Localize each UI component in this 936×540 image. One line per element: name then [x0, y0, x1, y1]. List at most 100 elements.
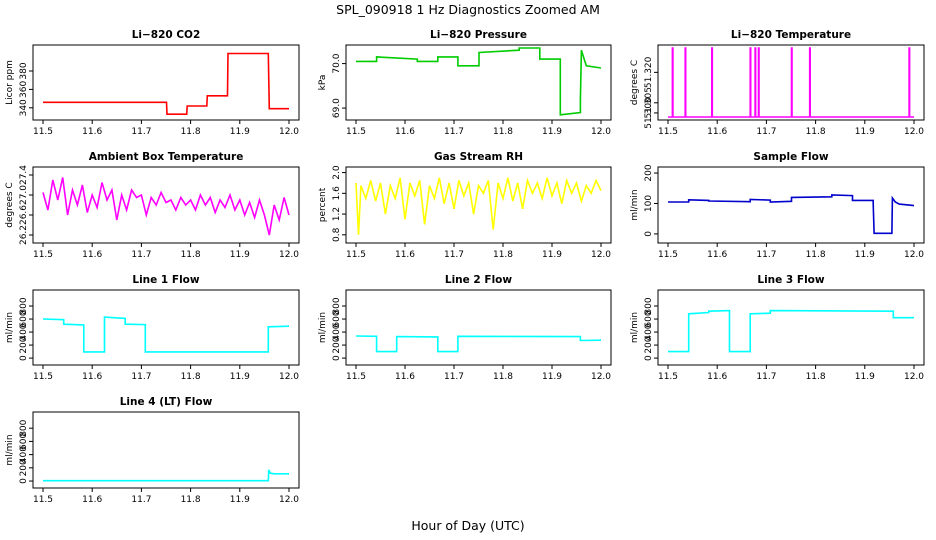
y-axis-label: ml/min: [5, 312, 15, 343]
y-tick-label: 51.305: [644, 87, 654, 119]
x-tick-label: 11.5: [658, 127, 678, 137]
x-tick-label: 11.5: [346, 127, 366, 137]
panel-1: Li−820 CO2 11.5 11.6 11.7 11.8 11.9 12.0 340360…: [5, 29, 300, 137]
x-tick-label: 11.7: [131, 127, 151, 137]
y-tick-label: 51.300: [644, 97, 654, 129]
panel-2: Li−820 Pressure 11.5 11.6 11.7 11.8 11.9 12.0 6…: [318, 29, 612, 137]
y-axis-label: ml/min: [5, 434, 15, 465]
y-tick-label: 200: [644, 164, 654, 181]
y-tick-label: 26.2: [19, 225, 29, 245]
x-tick-label: 11.9: [542, 250, 562, 260]
y-axis-label: ml/min: [318, 312, 328, 343]
panel-5: Gas Stream RH 11.5 11.6 11.7 11.8 11.9 12.0 0.8…: [318, 151, 612, 260]
y-tick-label: 360: [19, 81, 29, 98]
y-tick-label: 400: [644, 323, 654, 340]
panel-title: Li−820 CO2: [132, 29, 201, 41]
y-tick-label: 27.0: [19, 185, 29, 205]
plot-frame: [345, 44, 612, 121]
x-tick-label: 11.8: [806, 250, 826, 260]
figure-x-axis-label: Hour of Day (UTC): [411, 518, 524, 533]
plot-frame: [32, 289, 300, 366]
panel-title: Li−820 Pressure: [430, 29, 527, 41]
x-tick-label: 11.6: [395, 250, 415, 260]
y-axis-label: ml/min: [630, 312, 640, 343]
x-tick-label: 11.6: [707, 250, 727, 260]
y-tick-label: 0: [644, 231, 654, 237]
y-tick-label: 800: [19, 297, 29, 314]
x-tick-label: 12.0: [279, 127, 299, 137]
x-tick-label: 11.6: [707, 372, 727, 382]
x-tick-label: 11.6: [82, 372, 102, 382]
plot-frame: [345, 289, 612, 366]
x-tick-label: 11.9: [230, 250, 250, 260]
y-axis-label: ml/min: [630, 189, 640, 220]
plot-frame: [32, 44, 300, 121]
panel-grid: Li−820 CO2 11.5 11.6 11.7 11.8 11.9 12.0 340360…: [5, 29, 925, 505]
x-tick-label: 11.9: [230, 495, 250, 505]
y-tick-label: 340: [19, 99, 29, 116]
x-tick-label: 11.7: [756, 127, 776, 137]
x-tick-label: 12.0: [591, 250, 611, 260]
y-axis-label: degrees C: [630, 60, 640, 105]
y-tick-label: 27.4: [19, 165, 29, 185]
x-tick-label: 11.5: [658, 250, 678, 260]
y-tick-label: 380: [19, 62, 29, 79]
panel-4: Ambient Box Temperature 11.5 11.6 11.7 11.8 1…: [5, 151, 300, 260]
x-tick-label: 11.8: [806, 372, 826, 382]
x-tick-label: 11.8: [181, 372, 201, 382]
y-tick-label: 70.0: [332, 53, 342, 73]
panel-8: Line 2 Flow 11.5 11.6 11.7 11.8 11.9 12.0 0 2004…: [318, 274, 612, 382]
plot-frame: [32, 166, 300, 244]
x-tick-label: 11.6: [395, 127, 415, 137]
series-line: [668, 309, 914, 353]
x-tick-label: 11.6: [82, 127, 102, 137]
x-tick-label: 11.5: [33, 250, 53, 260]
x-tick-label: 11.6: [82, 250, 102, 260]
x-tick-label: 11.7: [444, 250, 464, 260]
x-tick-label: 11.5: [33, 495, 53, 505]
x-tick-label: 12.0: [279, 250, 299, 260]
y-axis-label: percent: [318, 187, 328, 222]
panel-3: Li−820 Temperature 11.5 11.6 11.7 11.8 11.9 12…: [630, 29, 925, 137]
y-tick-label: 400: [19, 323, 29, 340]
x-tick-label: 11.9: [855, 372, 875, 382]
series-line: [668, 194, 915, 235]
x-tick-label: 11.7: [444, 127, 464, 137]
panel-title: Line 4 (LT) Flow: [120, 396, 213, 408]
panel-9: Line 3 Flow 11.5 11.6 11.7 11.8 11.9 12.0 0 2004…: [630, 274, 925, 382]
x-tick-label: 11.6: [707, 127, 727, 137]
panel-10: Line 4 (LT) Flow 11.5 11.6 11.7 11.8 11.9 12.0…: [5, 396, 300, 505]
x-tick-label: 11.6: [395, 372, 415, 382]
x-tick-label: 11.9: [855, 127, 875, 137]
y-tick-label: 600: [19, 433, 29, 450]
x-tick-label: 12.0: [904, 372, 924, 382]
y-tick-label: 600: [19, 310, 29, 327]
y-axis-label: kPa: [318, 75, 328, 91]
x-tick-label: 12.0: [279, 495, 299, 505]
panel-7: Line 1 Flow 11.5 11.6 11.7 11.8 11.9 12.0 0 2004…: [5, 274, 300, 382]
x-tick-label: 11.8: [181, 127, 201, 137]
x-tick-label: 11.8: [181, 495, 201, 505]
y-tick-label: 69.0: [332, 98, 342, 118]
x-tick-label: 12.0: [279, 372, 299, 382]
y-tick-label: 0: [644, 355, 654, 361]
x-tick-label: 11.7: [131, 372, 151, 382]
x-tick-label: 11.8: [493, 127, 513, 137]
panel-title: Gas Stream RH: [434, 151, 523, 163]
x-tick-label: 11.9: [542, 372, 562, 382]
series-line: [355, 335, 602, 353]
plot-frame: [657, 166, 925, 244]
plot-frame: [32, 411, 300, 489]
x-tick-label: 11.8: [493, 250, 513, 260]
y-tick-label: 200: [19, 459, 29, 476]
x-tick-label: 11.5: [33, 372, 53, 382]
series-line: [668, 47, 914, 118]
y-tick-label: 600: [644, 310, 654, 327]
y-tick-label: 0: [19, 355, 29, 361]
x-tick-label: 11.8: [806, 127, 826, 137]
panel-title: Line 1 Flow: [132, 274, 199, 286]
series-line: [42, 316, 290, 353]
x-tick-label: 11.6: [82, 495, 102, 505]
x-tick-label: 11.7: [756, 372, 776, 382]
